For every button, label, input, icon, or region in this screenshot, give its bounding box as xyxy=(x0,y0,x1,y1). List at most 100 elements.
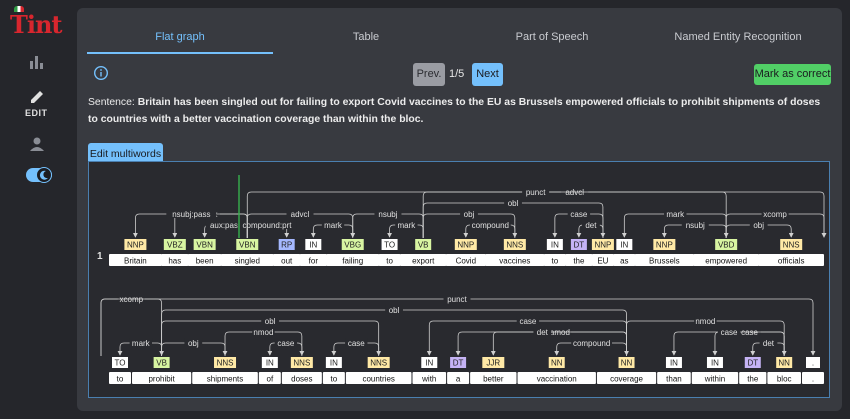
token-box xyxy=(326,254,380,266)
pos-tag: NNS xyxy=(506,241,523,250)
app-logo[interactable]: Tint xyxy=(10,6,63,39)
mark-as-correct-button[interactable]: Mark as correct xyxy=(754,64,831,85)
edit-multiwords-button[interactable]: Edit multiwords xyxy=(88,143,163,165)
token-box xyxy=(634,254,694,266)
arc-label-bg xyxy=(374,209,402,218)
token-box xyxy=(802,372,824,384)
arc-label: punct xyxy=(447,295,467,304)
info-icon[interactable] xyxy=(93,65,109,81)
arc-label: obj xyxy=(188,339,199,348)
pos-tag: . xyxy=(812,359,814,368)
pos-tag-box xyxy=(744,357,761,368)
pos-tag: VBN xyxy=(196,241,213,250)
arc-label: case xyxy=(741,328,758,337)
pos-tag: IN xyxy=(620,241,628,250)
token-word: for xyxy=(309,257,319,266)
token-word: than xyxy=(666,375,682,384)
pos-tag: NNP xyxy=(656,241,673,250)
token-word: singled xyxy=(235,257,260,266)
arc-label-bg xyxy=(567,209,591,218)
pos-tag-box xyxy=(325,357,342,368)
pos-tag-box xyxy=(806,357,820,368)
pos-tag-box xyxy=(546,239,563,250)
token-word: export xyxy=(412,257,435,266)
page-indicator: 1/5 xyxy=(449,68,465,80)
pos-tag: JJR xyxy=(486,359,500,368)
token-box xyxy=(187,254,222,266)
arc-label-bg xyxy=(522,187,550,196)
tab-named-entity-recognition[interactable]: Named Entity Recognition xyxy=(674,31,802,43)
arc-label-bg xyxy=(749,220,768,229)
pencil-icon[interactable] xyxy=(28,88,46,106)
pos-tag-box xyxy=(415,239,432,250)
arc-label: nmod xyxy=(695,317,715,326)
token-box xyxy=(399,254,447,266)
pos-tag: VBD xyxy=(718,241,735,250)
pos-tag: DT xyxy=(574,241,585,250)
sentence-number: 1 xyxy=(97,251,103,262)
pos-tag: NNS xyxy=(217,359,234,368)
token-word: of xyxy=(267,375,274,384)
token-word: Britain xyxy=(124,257,147,266)
arc-label: obj xyxy=(464,210,475,219)
token-box xyxy=(543,254,566,266)
token-word: doses xyxy=(291,375,312,384)
arc-label-bg xyxy=(681,220,709,229)
token-box xyxy=(591,254,614,266)
pos-tag-box xyxy=(548,357,565,368)
token-word: empowered xyxy=(705,257,747,266)
pos-tag: NNS xyxy=(783,241,800,250)
dependency-arc xyxy=(422,202,606,238)
prev-button[interactable]: Prev. xyxy=(413,63,445,86)
pos-tag: NN xyxy=(778,359,790,368)
token-word: been xyxy=(196,257,214,266)
arc-label: nsubj xyxy=(686,221,705,230)
token-box xyxy=(109,254,162,266)
arc-label: case xyxy=(348,339,365,348)
pos-tag: DT xyxy=(747,359,758,368)
graph-canvas: 1 Britain NNP has VBZ been VBN singled VBN out RP… xyxy=(97,175,827,384)
pos-tag: VB xyxy=(156,359,167,368)
token-box xyxy=(345,372,412,384)
arc-label: obl xyxy=(389,306,400,315)
pos-tag-box xyxy=(570,239,587,250)
token-box xyxy=(281,372,322,384)
pos-tag-box xyxy=(290,357,313,368)
token-word: vaccines xyxy=(499,257,530,266)
token-box xyxy=(220,254,274,266)
pos-tag-box xyxy=(341,239,364,250)
pos-tag-box xyxy=(381,239,398,250)
next-button[interactable]: Next xyxy=(472,63,503,86)
pos-tag: RP xyxy=(281,241,292,250)
token-box xyxy=(299,254,327,266)
pos-tag-box xyxy=(482,357,505,368)
arc-label-bg xyxy=(345,338,368,347)
pos-tag-box xyxy=(665,357,682,368)
bar-chart-icon[interactable] xyxy=(28,53,46,71)
tab-table[interactable]: Table xyxy=(352,31,380,43)
pos-tag-box xyxy=(367,357,390,368)
arc-label-bg xyxy=(274,338,298,347)
moon-icon xyxy=(36,167,52,183)
arc-label-bg xyxy=(469,220,511,229)
arc-label: obj xyxy=(753,221,764,230)
arc-label: det xyxy=(585,221,597,230)
sentence-content: Britain has been singled out for failing… xyxy=(88,97,821,125)
token-box xyxy=(447,372,470,384)
token-box xyxy=(485,254,545,266)
token-word: the xyxy=(573,257,585,266)
token-word: has xyxy=(168,257,181,266)
pos-tag: IN xyxy=(670,359,678,368)
arc-label-bg xyxy=(237,220,297,229)
pos-tag-box xyxy=(153,357,170,368)
theme-toggle[interactable] xyxy=(26,167,52,183)
token-word: Brussels xyxy=(649,257,680,266)
arc-label: case xyxy=(721,328,738,337)
arc-label: nsubj xyxy=(378,210,397,219)
dependency-graph[interactable]: 1 Britain NNP has VBZ been VBN singled VBN out RP… xyxy=(88,161,830,398)
user-icon[interactable] xyxy=(28,135,46,153)
tab-part-of-speech[interactable]: Part of Speech xyxy=(515,31,589,43)
tab-flat-graph[interactable]: Flat graph xyxy=(87,28,273,54)
token-box xyxy=(132,372,192,384)
token-word: bloc xyxy=(777,375,792,384)
